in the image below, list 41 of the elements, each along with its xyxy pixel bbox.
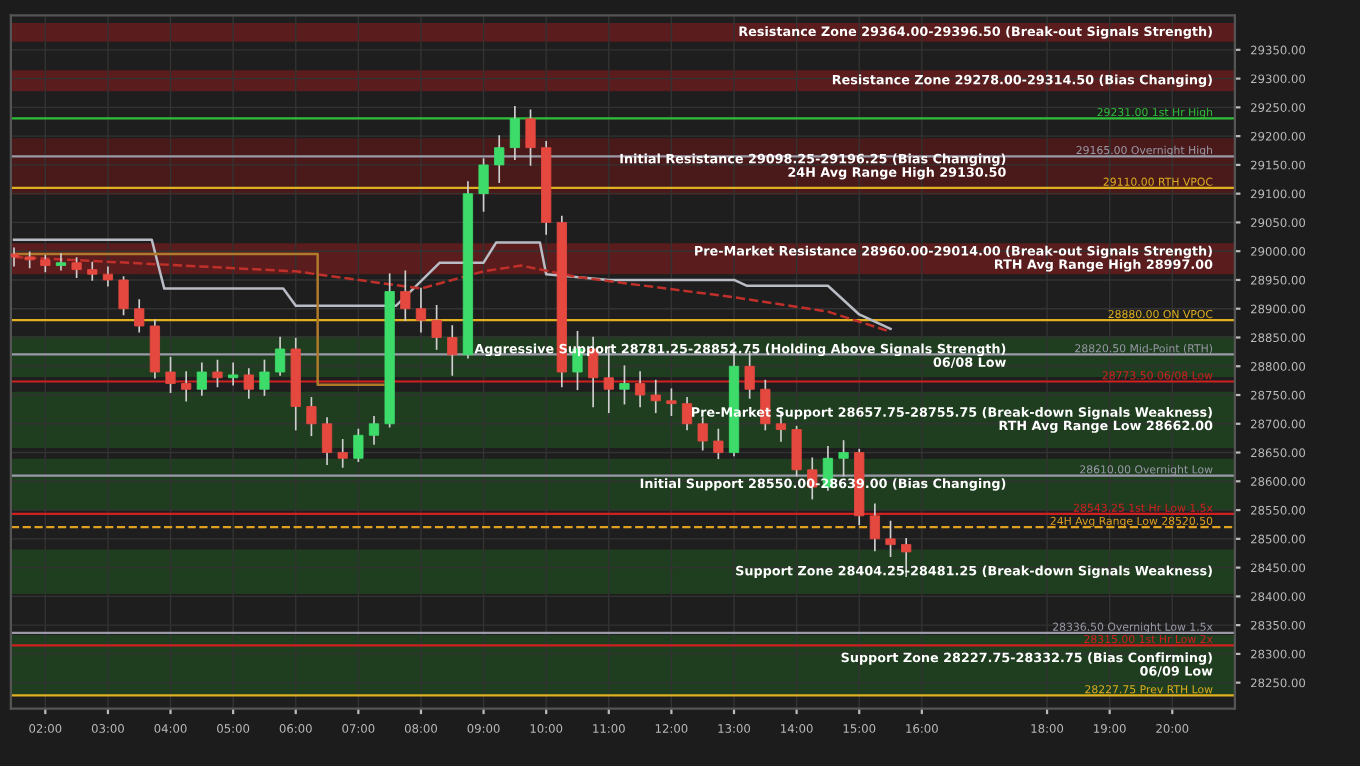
candlestick [274, 336, 286, 376]
candlestick [212, 359, 223, 388]
candlestick [494, 135, 505, 183]
candlestick [181, 371, 192, 402]
candlestick [337, 439, 348, 468]
candlestick [869, 503, 880, 552]
candlestick [697, 417, 708, 451]
candlestick [791, 425, 802, 477]
candlestick [634, 371, 646, 408]
candlestick [134, 299, 145, 333]
candlestick [681, 397, 693, 431]
candlestick [447, 325, 458, 376]
candlestick [713, 428, 724, 460]
candlestick [243, 368, 254, 399]
candlestick [368, 416, 380, 445]
candlestick [666, 388, 677, 416]
candlestick [525, 109, 536, 166]
candlestick [744, 351, 755, 399]
candlestick [650, 379, 661, 414]
candlestick [619, 365, 630, 405]
candlestick [87, 261, 98, 281]
candlestick [885, 520, 896, 557]
candlestick [149, 319, 160, 379]
candlestick [259, 359, 270, 396]
candlestick [509, 105, 520, 160]
candlestick [102, 266, 114, 287]
candlestick [431, 305, 442, 350]
candlestick [321, 417, 333, 465]
candlestick [306, 397, 317, 437]
candlestick [478, 158, 489, 212]
candlestick [838, 440, 849, 477]
candlestick [55, 253, 67, 271]
candlestick [228, 362, 239, 386]
candlestick [118, 276, 129, 316]
candlestick [400, 270, 411, 322]
candlestick [353, 428, 364, 463]
candlestick [10, 247, 20, 267]
candlestick [71, 257, 82, 278]
candlestick [165, 356, 176, 393]
candlestick [196, 362, 207, 396]
candlestick [415, 287, 427, 333]
